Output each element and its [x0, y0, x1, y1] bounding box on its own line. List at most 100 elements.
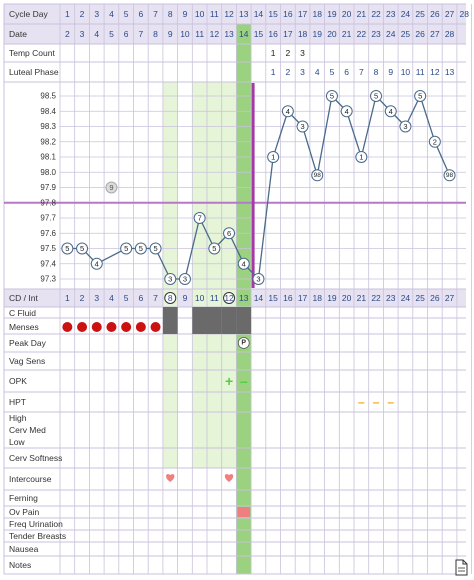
date-number: 6: [124, 29, 129, 39]
menses-dot: [91, 322, 102, 332]
temperature-point-label: 2: [433, 137, 437, 146]
opk-negative-symbol: –: [240, 373, 248, 389]
y-tick-label: 97.9: [40, 183, 56, 192]
cd-int-number: 4: [109, 293, 114, 303]
date-number: 28: [445, 29, 455, 39]
y-tick-label: 98.3: [40, 122, 56, 131]
text-layer: 98.5 98.4 98.3 98.2 98.1 98.0 97.9 97.8 97.7 97.6…: [9, 9, 469, 570]
temperature-point-label: 3: [403, 122, 407, 131]
opk-positive-symbol: +: [225, 373, 233, 389]
temp-count-number: 1: [271, 48, 276, 58]
cycle-day-number: 27: [445, 9, 455, 19]
menses-dot: [135, 322, 146, 332]
luteal-phase-number: 12: [430, 67, 440, 77]
cd-int-number: 16: [283, 293, 293, 303]
row-label-cervical-fluid: C Fluid: [9, 308, 36, 318]
temperature-point: [325, 90, 338, 102]
temperature-point-label: 3: [300, 122, 304, 131]
cd-int-number: 26: [430, 293, 440, 303]
y-tick-label: 98.0: [40, 168, 56, 177]
date-number: 14: [239, 29, 249, 39]
cd-int-number: 12: [224, 293, 234, 303]
luteal-phase-number: 1: [271, 67, 276, 77]
cycle-day-number: 8: [168, 9, 173, 19]
row-label-vag-sens: Vag Sens: [9, 356, 45, 366]
hpt-negative-dash: –: [358, 395, 365, 409]
temperature-point-label: 98: [446, 172, 454, 179]
y-tick-label: 98.4: [40, 107, 56, 116]
row-label-date: Date: [9, 29, 27, 39]
temperature-point-label: 5: [374, 92, 378, 101]
fertile-band: [221, 82, 237, 468]
date-number: 3: [80, 29, 85, 39]
temperature-point-label: 3: [168, 275, 172, 284]
temperature-point-label: 6: [227, 229, 231, 238]
date-number: 20: [327, 29, 337, 39]
cycle-day-number: 20: [342, 9, 352, 19]
row-label-menses: Menses: [9, 322, 39, 332]
cycle-day-number: 28: [460, 9, 470, 19]
temperature-point-label: 5: [65, 244, 69, 253]
date-number: 12: [210, 29, 220, 39]
y-tick-label: 97.3: [40, 275, 56, 284]
temperature-point: [340, 105, 353, 118]
luteal-phase-number: 4: [315, 67, 320, 77]
date-number: 9: [168, 29, 173, 39]
row-label-cervix-med: Cerv Med: [9, 425, 46, 435]
luteal-phase-number: 13: [445, 67, 455, 77]
temperature-point-label: 5: [139, 244, 143, 253]
y-tick-label: 97.5: [40, 244, 56, 253]
cd-int-number: 14: [254, 293, 264, 303]
cd-int-number: 2: [80, 293, 85, 303]
temperature-point-label: 4: [95, 259, 99, 268]
peak-day-circle: [237, 337, 250, 349]
temperature-point-label: 5: [418, 92, 422, 101]
temperature-point: [193, 212, 206, 224]
cycle-day-number: 14: [254, 9, 264, 19]
menses-dot: [121, 322, 132, 332]
discarded-point-label: 9: [109, 183, 113, 192]
cervical-fluid-cell: [192, 307, 207, 334]
date-number: 11: [195, 29, 204, 39]
date-number: 10: [180, 29, 190, 39]
cd-int-number: 8: [168, 293, 173, 303]
y-tick-label: 97.6: [40, 229, 56, 238]
temperature-point: [428, 135, 441, 148]
cd-int-number: 24: [401, 293, 411, 303]
cycle-day-number: 12: [224, 9, 234, 19]
temperature-point: [281, 105, 294, 118]
cycle-day-number: 19: [327, 9, 337, 19]
temperature-point: [134, 242, 147, 255]
row-label-temp-count: Temp Count: [9, 48, 55, 58]
menses-dot: [62, 322, 73, 332]
temperature-point: [267, 151, 280, 163]
date-number: 2: [65, 29, 70, 39]
grid-layer: [3, 3, 473, 575]
temperature-point-label: 4: [389, 107, 393, 116]
temperature-point: [164, 273, 177, 285]
fertile-band: [207, 82, 222, 468]
temperature-point-label: 5: [124, 244, 128, 253]
cd-int-number: 3: [94, 293, 99, 303]
cycle-day-number: 24: [401, 9, 411, 19]
row-label-cycle-day: Cycle Day: [9, 9, 48, 19]
menses-dot: [106, 322, 117, 332]
notes-document-icon[interactable]: [455, 559, 468, 576]
date-number: 26: [415, 29, 425, 39]
y-tick-label: 98.1: [40, 153, 56, 162]
date-number: 22: [357, 29, 367, 39]
cd-int-number: 9: [183, 293, 188, 303]
luteal-phase-number: 5: [330, 67, 335, 77]
cd-int-circle: [223, 292, 236, 304]
cd-int-number: 21: [357, 293, 367, 303]
mark-layer: [4, 83, 466, 517]
row-label-nausea: Nausea: [9, 544, 39, 554]
date-number: 18: [298, 29, 308, 39]
hpt-negative-dash: –: [373, 395, 380, 409]
cycle-day-number: 4: [109, 9, 114, 19]
date-number: 23: [371, 29, 381, 39]
cycle-day-number: 13: [239, 9, 249, 19]
luteal-phase-number: 3: [300, 67, 305, 77]
temperature-point: [399, 120, 412, 133]
y-tick-label: 98.5: [40, 92, 56, 101]
